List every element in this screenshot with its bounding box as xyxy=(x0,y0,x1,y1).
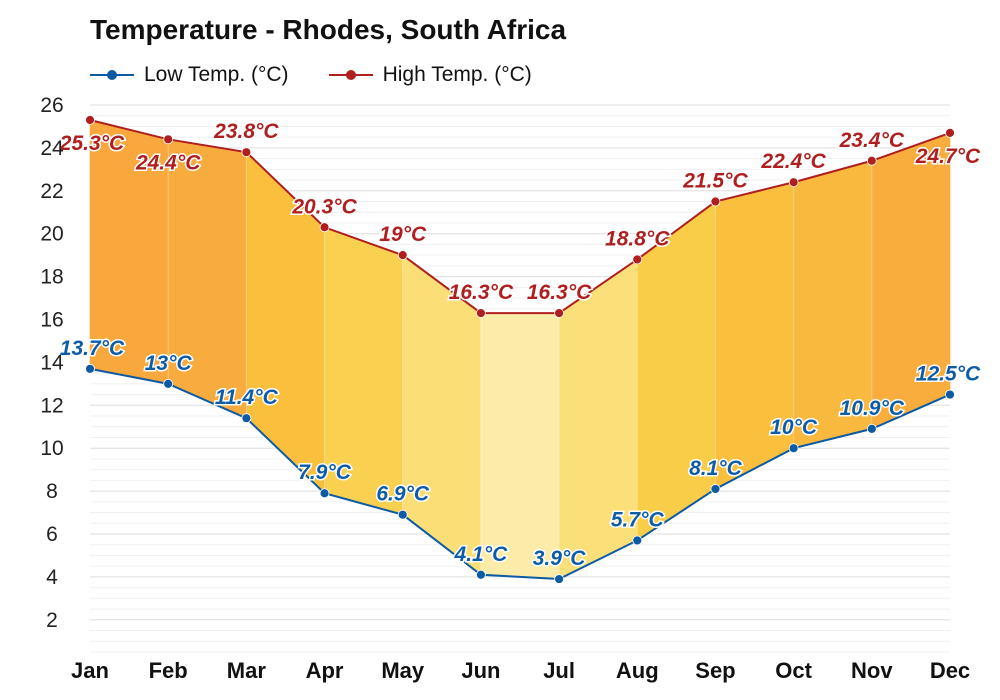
y-tick-label: 6 xyxy=(46,523,58,546)
high-temp-label: 23.8°C xyxy=(213,120,279,143)
high-temp-label: 19°C xyxy=(379,223,427,246)
y-tick-label: 20 xyxy=(40,223,63,246)
high-temp-point[interactable] xyxy=(85,115,95,125)
legend-item-low[interactable]: Low Temp. (°C) xyxy=(90,63,289,87)
low-temp-label: 13°C xyxy=(145,352,193,375)
legend-item-high[interactable]: High Temp. (°C) xyxy=(328,63,532,87)
high-temp-point[interactable] xyxy=(866,155,877,166)
x-tick-label: Oct xyxy=(775,658,812,683)
low-temp-point[interactable] xyxy=(85,363,95,374)
low-temp-label: 10.9°C xyxy=(840,397,905,420)
low-temp-point[interactable] xyxy=(397,509,408,520)
low-temp-point[interactable] xyxy=(710,484,721,494)
high-temp-line xyxy=(89,119,951,315)
low-temp-point[interactable] xyxy=(632,535,643,546)
high-temp-point[interactable] xyxy=(788,177,799,188)
low-temp-line xyxy=(89,367,951,581)
y-tick-label: 24 xyxy=(40,137,64,160)
high-temp-label: 23.4°C xyxy=(839,129,905,152)
y-tick-label: 26 xyxy=(40,94,63,117)
high-temp-label: 21.5°C xyxy=(682,170,748,193)
low-temp-point[interactable] xyxy=(163,378,174,389)
y-tick-label: 18 xyxy=(40,266,63,289)
x-tick-label: Dec xyxy=(930,658,970,683)
x-tick-label: Jul xyxy=(543,658,575,683)
legend-label-high: High Temp. (°C) xyxy=(382,63,532,86)
low-temp-point[interactable] xyxy=(945,389,955,400)
high-temp-point[interactable] xyxy=(163,134,174,145)
y-tick-label: 22 xyxy=(40,180,63,203)
low-temp-point[interactable] xyxy=(241,413,252,424)
x-tick-label: Mar xyxy=(227,658,267,683)
high-temp-point[interactable] xyxy=(554,308,564,318)
legend-swatch-high xyxy=(328,68,373,82)
high-temp-label: 25.3°C xyxy=(59,132,125,155)
low-temp-label: 3.9°C xyxy=(533,547,587,570)
series-lines xyxy=(85,115,955,584)
high-temp-label: 24.7°C xyxy=(915,145,981,168)
data-labels: 25.3°C 13.7°C 24.4°C 13°C 23.8°C 11.4°C 20.3°C… xyxy=(57,119,982,572)
y-tick-label: 2 xyxy=(46,609,58,632)
high-temp-point[interactable] xyxy=(945,127,955,138)
legend-label-low: Low Temp. (°C) xyxy=(144,63,289,86)
y-tick-label: 8 xyxy=(46,480,58,503)
legend-swatch-low xyxy=(90,68,134,82)
band-segment xyxy=(636,200,716,541)
high-temp-point[interactable] xyxy=(319,222,330,233)
high-temp-point[interactable] xyxy=(397,250,408,261)
high-temp-point[interactable] xyxy=(241,147,252,158)
x-tick-label: Aug xyxy=(616,658,659,683)
low-temp-label: 11.4°C xyxy=(215,386,279,409)
x-tick-label: Jan xyxy=(71,658,109,683)
chart-title: Temperature - Rhodes, South Africa xyxy=(90,14,567,45)
high-temp-label: 18.8°C xyxy=(605,227,670,250)
x-tick-label: Jun xyxy=(461,658,500,683)
high-temp-label: 16.3°C xyxy=(449,281,514,304)
y-tick-label: 16 xyxy=(40,309,63,332)
low-temp-point[interactable] xyxy=(476,569,486,580)
temperature-band xyxy=(89,119,951,580)
high-temp-label: 22.4°C xyxy=(760,150,826,173)
low-temp-point[interactable] xyxy=(554,574,564,584)
y-tick-label: 10 xyxy=(40,437,63,460)
low-temp-label: 13.7°C xyxy=(60,337,125,360)
low-temp-label: 8.1°C xyxy=(689,457,743,480)
low-temp-label: 4.1°C xyxy=(454,543,509,566)
high-temp-label: 20.3°C xyxy=(291,195,357,218)
x-tick-label: Nov xyxy=(851,658,893,683)
high-temp-label: 16.3°C xyxy=(527,281,592,304)
y-tick-label: 12 xyxy=(40,394,63,417)
low-temp-label: 6.9°C xyxy=(376,483,430,506)
x-tick-label: May xyxy=(381,658,425,683)
high-temp-point[interactable] xyxy=(632,254,643,265)
low-temp-label: 12.5°C xyxy=(916,363,981,386)
chart-legend: Low Temp. (°C) High Temp. (°C) xyxy=(90,60,532,90)
y-tick-label: 4 xyxy=(46,566,58,589)
band-segment xyxy=(167,138,247,419)
high-temp-point[interactable] xyxy=(710,196,721,207)
band-segment xyxy=(480,312,560,580)
low-temp-label: 10°C xyxy=(770,416,818,439)
x-tick-label: Sep xyxy=(695,658,735,683)
low-temp-point[interactable] xyxy=(788,443,799,454)
x-tick-label: Apr xyxy=(306,658,344,683)
band-segment xyxy=(715,181,794,490)
y-tick-label: 14 xyxy=(40,351,64,374)
low-temp-label: 7.9°C xyxy=(298,461,352,484)
low-temp-label: 5.7°C xyxy=(611,508,665,531)
low-temp-point[interactable] xyxy=(319,488,330,499)
high-temp-label: 24.4°C xyxy=(135,151,201,174)
high-temp-point[interactable] xyxy=(476,308,486,318)
x-tick-label: Feb xyxy=(149,658,188,683)
low-temp-point[interactable] xyxy=(866,423,877,434)
